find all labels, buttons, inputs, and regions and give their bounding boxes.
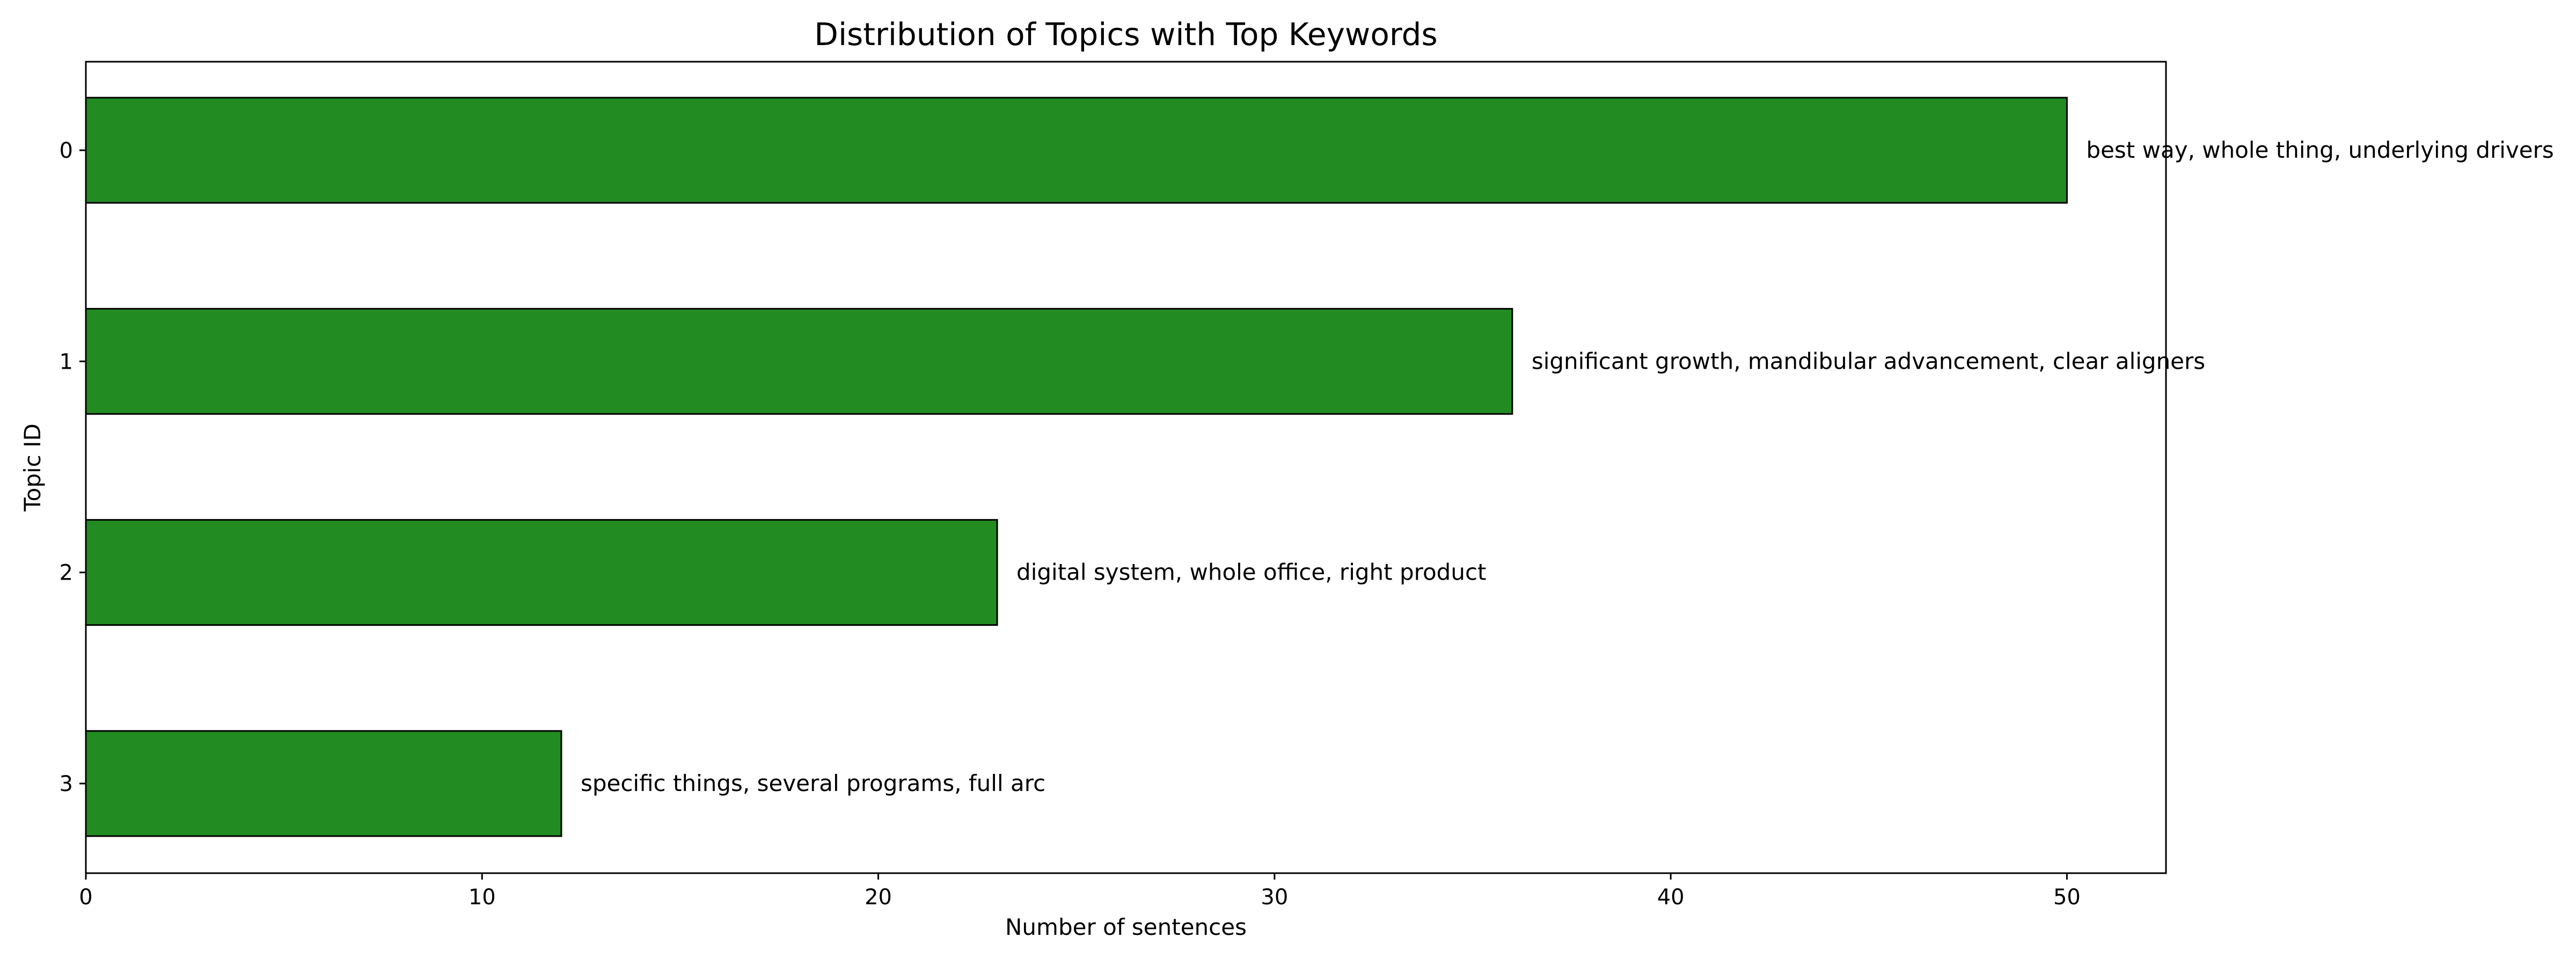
chart-title: Distribution of Topics with Top Keywords <box>814 16 1437 53</box>
bar-topic-3 <box>85 730 562 837</box>
bar-topic-2 <box>85 519 998 626</box>
y-tick-label: 0 <box>60 138 73 163</box>
x-tick-label: 10 <box>469 885 496 910</box>
y-tick-label: 1 <box>60 349 73 374</box>
bars-layer <box>85 97 2068 837</box>
x-tick-label: 50 <box>2053 885 2081 910</box>
y-tick-label: 3 <box>60 772 73 796</box>
y-tick-label: 2 <box>60 561 73 586</box>
y-axis-label: Topic ID <box>19 423 46 512</box>
annotations-layer: best way, whole thing, underlying driver… <box>581 137 2554 796</box>
x-axis-label: Number of sentences <box>1005 914 1247 940</box>
bar-annotation: digital system, whole office, right prod… <box>1016 559 1486 586</box>
x-tick-label: 40 <box>1657 885 1685 910</box>
bar-topic-0 <box>85 97 2068 204</box>
x-tick-label: 0 <box>79 885 92 910</box>
bar-topic-1 <box>85 308 1513 415</box>
plot-frame <box>85 61 2167 874</box>
x-tick-label: 20 <box>865 885 892 910</box>
x-axis-ticks: 0 10 20 30 40 50 <box>79 873 2081 910</box>
y-axis-ticks: 0 1 2 3 <box>60 138 86 796</box>
x-tick-label: 30 <box>1261 885 1288 910</box>
bar-annotation: significant growth, mandibular advanceme… <box>1532 348 2205 374</box>
bar-annotation: specific things, several programs, full … <box>581 770 1045 796</box>
bar-annotation: best way, whole thing, underlying driver… <box>2086 137 2553 163</box>
